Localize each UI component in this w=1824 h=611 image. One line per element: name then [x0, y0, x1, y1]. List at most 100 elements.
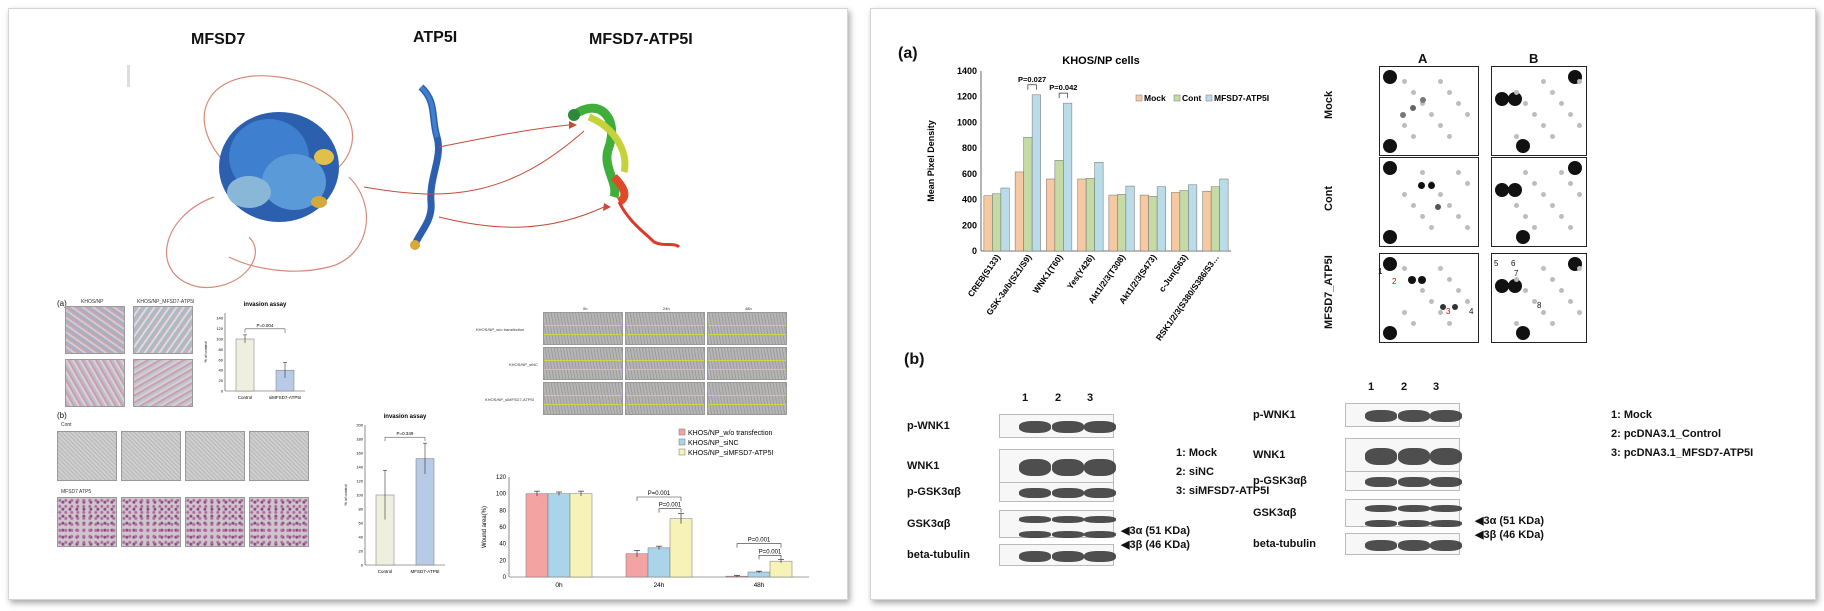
array-spot	[1383, 230, 1397, 244]
bar	[1023, 136, 1033, 252]
array-spot	[1465, 299, 1470, 304]
array-spot	[1577, 79, 1582, 84]
micro-a-2	[133, 306, 193, 354]
array-spot	[1541, 79, 1546, 84]
p-value-label: P=0.001	[748, 538, 771, 544]
blot-strip	[999, 414, 1116, 438]
array-spot	[1456, 101, 1461, 106]
blot-band	[1430, 477, 1462, 487]
y-axis-label: Wound area(%)	[482, 506, 488, 548]
y-tick-label: 200	[356, 423, 363, 428]
array-spot	[1550, 321, 1555, 326]
bar	[647, 547, 671, 578]
array-spot	[1447, 90, 1452, 95]
array-spot	[1577, 266, 1582, 271]
lane-number: 2	[1055, 392, 1062, 404]
array-spot	[1550, 203, 1555, 208]
array-spot-num-3: 3	[1446, 307, 1451, 316]
array-spot	[1456, 170, 1461, 175]
array-spot	[1532, 112, 1537, 117]
micro-col-label-2: KHOS/NP_MFSD7-ATP5I	[137, 299, 195, 305]
array-spot-num-7: 7	[1514, 269, 1519, 278]
protein-title-atp5i: ATP5I	[413, 29, 458, 46]
micro-b-image	[249, 497, 309, 547]
left-figure-panel: MFSD7 ATP5I MFSD7-ATP5I	[8, 8, 848, 600]
array-spot	[1495, 183, 1509, 197]
legend-swatch	[678, 428, 686, 436]
blot-band	[1398, 504, 1430, 512]
array-spot	[1400, 112, 1406, 118]
chart-title: invasion assay	[384, 414, 427, 420]
x-tick-label: 48h	[754, 582, 765, 589]
blot-band	[1084, 515, 1116, 523]
bar	[1094, 162, 1104, 252]
blot-band	[1365, 539, 1397, 551]
chart-title: KHOS/NP cells	[1062, 55, 1139, 67]
legend-swatch	[678, 448, 686, 456]
atp5i-helix	[410, 84, 442, 250]
wound-image	[625, 382, 705, 415]
array-spot	[1428, 182, 1435, 189]
array-spot	[1429, 112, 1434, 117]
array-spot	[1410, 105, 1416, 111]
wound-row-label-1: KHOS/NP_w/o transfection	[476, 327, 525, 332]
arrow-atp5i-to-fusion	[438, 124, 570, 148]
y-axis-label: Mean Pixel Density	[926, 120, 936, 202]
y-tick-label: 1400	[957, 66, 977, 76]
blot-band	[1052, 458, 1084, 476]
mfsd7-loop-bottom	[228, 176, 367, 272]
array-spot	[1514, 134, 1519, 139]
array-spot	[1523, 170, 1528, 175]
x-tick-label: 0h	[555, 582, 563, 589]
y-tick-label: 160	[356, 451, 363, 456]
wound-time-label-48h: 48h	[745, 306, 752, 311]
array-col-label-a: A	[1418, 51, 1428, 66]
array-spot	[1514, 321, 1519, 326]
micro-a-4	[133, 359, 193, 407]
y-tick-label: 400	[962, 195, 977, 205]
blot-strip	[1345, 438, 1462, 472]
array-spot	[1438, 192, 1443, 197]
x-tick-label: WNK1(T60)	[1031, 252, 1065, 295]
y-tick-label: 180	[356, 437, 363, 442]
blot-band	[1365, 519, 1397, 527]
arrow-mfsd7-to-fusion	[363, 130, 585, 195]
blot-band	[1019, 515, 1051, 523]
array-row-label-mock: Mock	[1323, 90, 1335, 119]
array-spot	[1514, 277, 1519, 282]
significance-bracket	[1058, 92, 1068, 99]
array-spot	[1550, 134, 1555, 139]
y-tick-label: 140	[216, 316, 223, 321]
bar	[235, 338, 255, 392]
array-spot	[1418, 276, 1426, 284]
significance-bracket	[736, 543, 782, 548]
array-spot	[1568, 299, 1573, 304]
bar	[1171, 192, 1181, 252]
array-spot	[1541, 192, 1546, 197]
micro-b-image	[185, 431, 245, 481]
blot-legend-item: 2: siNC	[1176, 466, 1214, 478]
array-spot	[1532, 299, 1537, 304]
significance-bracket	[244, 328, 286, 333]
y-tick-label: 80	[499, 508, 506, 514]
array-spot	[1402, 310, 1407, 315]
array-spot	[1568, 225, 1573, 230]
blot-band	[1052, 515, 1084, 523]
blot-strip	[999, 482, 1116, 502]
y-tick-label: 60	[219, 357, 224, 362]
bar	[1148, 196, 1158, 252]
array-spot	[1402, 192, 1407, 197]
array-spot	[1411, 321, 1416, 326]
y-tick-label: 1200	[957, 92, 977, 102]
array-spot	[1408, 276, 1416, 284]
blot-row-label: p-WNK1	[1253, 409, 1296, 421]
blot-band	[1019, 458, 1051, 476]
bar	[1046, 178, 1056, 252]
array-spot	[1495, 92, 1509, 106]
chart-title: invasion assay	[244, 302, 287, 308]
blot-band	[1019, 550, 1051, 562]
blot-band	[1365, 477, 1397, 487]
blot-band	[1430, 504, 1462, 512]
array-spot	[1568, 181, 1573, 186]
array-spot	[1383, 70, 1397, 84]
